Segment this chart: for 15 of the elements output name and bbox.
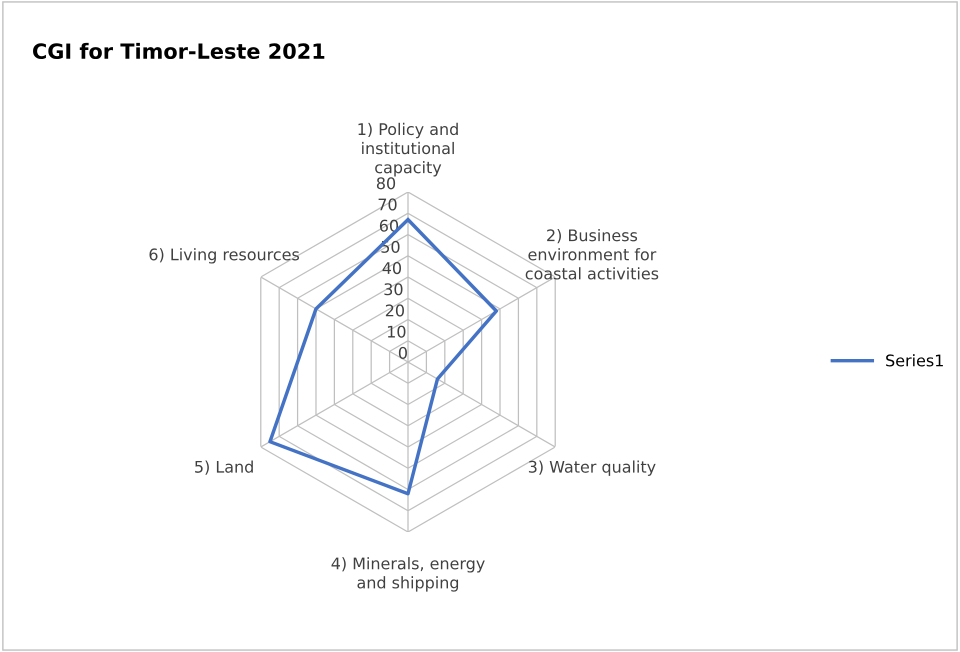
spoke-label: 2) Business environment for coastal activities — [526, 228, 658, 280]
spoke-label: 3) Water quality — [528, 460, 656, 476]
legend-label: Series1 — [886, 354, 943, 366]
y-tick-label: 0 — [398, 346, 407, 359]
y-tick-label: 20 — [386, 304, 404, 317]
spoke-label: 5) Land — [195, 460, 253, 475]
y-tick-label: 40 — [382, 262, 402, 274]
y-tick-label: 70 — [378, 198, 397, 211]
spoke-label: 1) Policy and institutional capacity — [358, 122, 458, 176]
y-tick-label: 30 — [384, 283, 402, 296]
y-tick-label: 80 — [376, 177, 396, 190]
spoke-label: 4) Minerals, energy and shipping — [332, 557, 485, 592]
chart-title: CGI for Timor-Leste 2021 — [33, 42, 324, 60]
y-tick-label: 10 — [388, 326, 406, 338]
spoke-label: 6) Living resources — [149, 248, 300, 264]
